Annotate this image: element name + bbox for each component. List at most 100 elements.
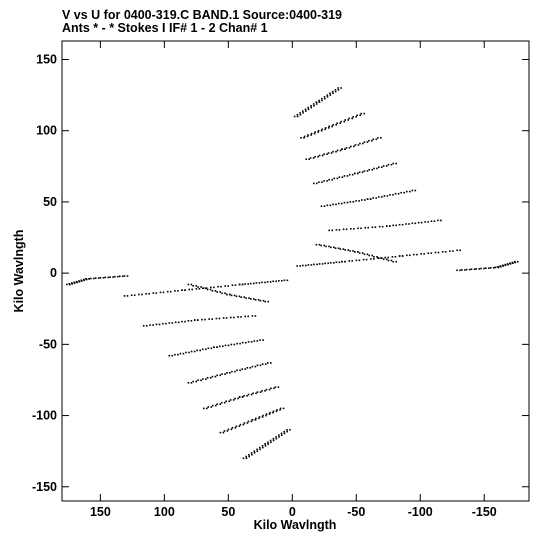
uv-point — [358, 200, 360, 202]
uv-point — [427, 252, 430, 254]
uv-point — [247, 341, 250, 343]
uv-point — [93, 277, 95, 280]
uv-point — [337, 87, 339, 89]
uv-point — [333, 246, 335, 249]
uv-point — [346, 201, 349, 204]
uv-point — [223, 430, 226, 432]
uv-point — [394, 256, 397, 258]
uv-point — [373, 167, 375, 170]
uv-point — [177, 321, 180, 324]
uv-point — [272, 410, 275, 413]
uv-point — [296, 113, 299, 116]
uv-point — [149, 324, 151, 326]
uv-point — [273, 387, 275, 390]
uv-point — [239, 423, 242, 426]
uv-point — [155, 323, 158, 326]
uv-point — [406, 190, 408, 193]
uv-point — [341, 202, 343, 205]
uv-point — [233, 343, 236, 346]
uv-point — [142, 325, 145, 327]
uv-point — [310, 134, 312, 136]
uv-point — [216, 346, 218, 348]
uv-point — [205, 348, 207, 351]
uv-point — [227, 285, 229, 287]
uv-point — [313, 105, 315, 107]
uv-point — [162, 291, 165, 294]
uv-point — [424, 221, 426, 223]
x-axis-label: Kilo Wavlngth — [254, 518, 337, 532]
uv-point — [368, 139, 370, 142]
uv-point — [506, 263, 509, 265]
uv-point — [312, 103, 315, 105]
uv-point — [440, 219, 442, 222]
uv-point — [325, 245, 327, 248]
uv-point — [362, 258, 365, 261]
uv-point — [313, 182, 315, 185]
uv-point — [224, 285, 226, 287]
uv-point — [385, 165, 388, 167]
uv-point — [357, 227, 359, 230]
uv-point — [400, 191, 402, 194]
uv-point — [336, 122, 338, 124]
uv-point — [130, 294, 133, 296]
uv-point — [358, 171, 361, 173]
uv-point — [209, 288, 212, 291]
uv-point — [188, 351, 190, 354]
uv-point — [316, 182, 318, 185]
uv-point — [456, 269, 458, 272]
uv-point — [313, 132, 316, 135]
uv-point — [90, 277, 92, 280]
uv-point — [355, 259, 358, 262]
uv-point — [305, 110, 307, 112]
uv-point — [341, 148, 343, 150]
uv-point — [256, 391, 259, 393]
uv-point — [256, 364, 259, 367]
uv-point — [246, 367, 249, 369]
uv-point — [202, 378, 204, 380]
uv-point — [283, 430, 285, 433]
uv-point — [382, 258, 385, 261]
uv-point — [324, 128, 326, 131]
uv-point — [279, 407, 282, 410]
uv-point — [363, 112, 365, 115]
uv-point — [261, 445, 264, 447]
uv-point — [309, 157, 312, 159]
uv-point — [94, 277, 97, 279]
uv-point — [261, 390, 263, 392]
uv-point — [88, 278, 90, 280]
uv-point — [104, 276, 107, 279]
uv-point — [195, 380, 197, 383]
uv-point — [188, 288, 190, 291]
uv-point — [278, 434, 280, 436]
uv-point — [340, 87, 342, 89]
data-points — [66, 87, 519, 460]
uv-point — [366, 141, 369, 143]
uv-point — [307, 264, 310, 266]
uv-point — [385, 258, 388, 261]
uv-point — [310, 264, 313, 266]
uv-point — [240, 296, 242, 298]
uv-point — [406, 254, 408, 257]
uv-point — [351, 260, 353, 262]
uv-point — [497, 265, 499, 268]
uv-point — [380, 137, 382, 139]
uv-point — [281, 280, 283, 282]
uv-point — [152, 324, 154, 326]
uv-point — [265, 413, 268, 415]
uv-point — [335, 229, 338, 231]
uv-point — [411, 189, 414, 192]
uv-point — [165, 322, 167, 325]
uv-point — [267, 362, 269, 364]
uv-point — [238, 295, 241, 298]
uv-point — [329, 94, 332, 96]
uv-point — [262, 299, 265, 302]
uv-point — [207, 347, 210, 350]
uv-point — [321, 128, 323, 131]
uv-point — [465, 268, 468, 271]
uv-point — [275, 437, 278, 440]
uv-point — [343, 201, 346, 204]
uv-point — [253, 282, 255, 285]
y-tick-label: 50 — [43, 195, 57, 209]
uv-point — [198, 288, 201, 290]
